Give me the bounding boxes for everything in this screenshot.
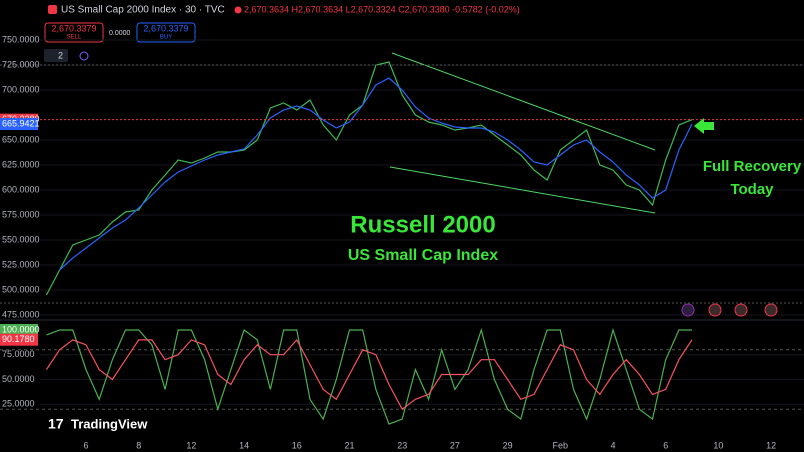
- plot-layer: [0, 39, 804, 425]
- arrow: [694, 118, 714, 134]
- trendline-lower: [389, 166, 656, 214]
- buy-label: BUY: [160, 35, 172, 41]
- annotation-note: Full Recovery: [703, 158, 802, 175]
- x-tick-label: 14: [239, 440, 249, 450]
- spread: 0.0000: [109, 30, 131, 37]
- label-layer: 750.0000725.0000700.0000650.0000625.0000…: [0, 34, 776, 450]
- y-tick-label: 700.0000: [2, 84, 40, 94]
- y-tick-label: 625.0000: [2, 159, 40, 169]
- series-line: [46, 327, 692, 425]
- ma-badge-label: 665.9421: [2, 118, 40, 128]
- y-tick-label: 25.0000: [2, 399, 35, 409]
- event-icon[interactable]: [734, 303, 748, 317]
- x-tick-label: 16: [292, 440, 302, 450]
- event-icon[interactable]: [764, 303, 778, 317]
- series-line: [45, 61, 693, 296]
- y-tick-label: 550.0000: [2, 234, 40, 244]
- indicator-toggle[interactable]: [44, 49, 68, 62]
- y-tick-label: 600.0000: [2, 184, 40, 194]
- annotation-title: Russell 2000: [350, 211, 495, 238]
- sell-button[interactable]: [44, 22, 104, 43]
- x-tick-label: 12: [186, 440, 196, 450]
- sell-label: SELL: [67, 35, 82, 41]
- series-line: [59, 77, 693, 271]
- buy-button[interactable]: [136, 22, 196, 43]
- value-badge: [0, 333, 38, 346]
- event-icon[interactable]: [708, 303, 722, 317]
- x-tick-label: 12: [766, 440, 776, 450]
- value-badge-label: 90.1780: [2, 334, 35, 344]
- ohlc-values: 2,670.3634 H2,670.3634 L2,670.3324 C2,67…: [244, 4, 520, 14]
- x-tick-label: 27: [450, 440, 460, 450]
- symbol-icon: [48, 5, 57, 14]
- buy-price: 2,670.3379: [143, 23, 188, 33]
- x-tick-label: 8: [136, 440, 141, 450]
- x-tick-label: 10: [713, 440, 723, 450]
- x-tick-label: 4: [610, 440, 615, 450]
- y-tick-label: 50.0000: [2, 374, 35, 384]
- sell-price: 2,670.3379: [51, 23, 96, 33]
- y-tick-label: 75.0000: [2, 349, 35, 359]
- annotation-subtitle: US Small Cap Index: [348, 247, 498, 264]
- brand: TradingView: [71, 416, 148, 431]
- x-tick-label: 6: [663, 440, 668, 450]
- y-tick-label: 500.0000: [2, 284, 40, 294]
- trendline-upper: [391, 52, 656, 151]
- indicator-count: 2: [58, 50, 63, 60]
- x-tick-label: 21: [344, 440, 354, 450]
- series-line: [45, 338, 693, 411]
- y-tick-label: 575.0000: [2, 209, 40, 219]
- value-badge-label: 100.0000: [2, 324, 40, 334]
- y-tick-label: 475.0000: [2, 309, 40, 319]
- market-dot: [234, 6, 242, 14]
- y-tick-label: 750.0000: [2, 34, 40, 44]
- x-tick-label: 29: [503, 440, 513, 450]
- annotation-note: Today: [730, 181, 774, 198]
- y-tick-label: 525.0000: [2, 259, 40, 269]
- x-tick-label: Feb: [553, 440, 569, 450]
- brand-logo: 17: [48, 416, 64, 432]
- value-badge: [0, 323, 38, 336]
- event-icon[interactable]: [681, 303, 695, 317]
- x-tick-label: 6: [83, 440, 88, 450]
- x-tick-label: 23: [397, 440, 407, 450]
- symbol-title[interactable]: US Small Cap 2000 Index · 30 · TVC: [61, 5, 225, 16]
- y-tick-label: 650.0000: [2, 134, 40, 144]
- y-tick-label: 725.0000: [2, 59, 40, 69]
- ma-badge: [0, 118, 38, 131]
- indicator-icon[interactable]: [79, 51, 89, 61]
